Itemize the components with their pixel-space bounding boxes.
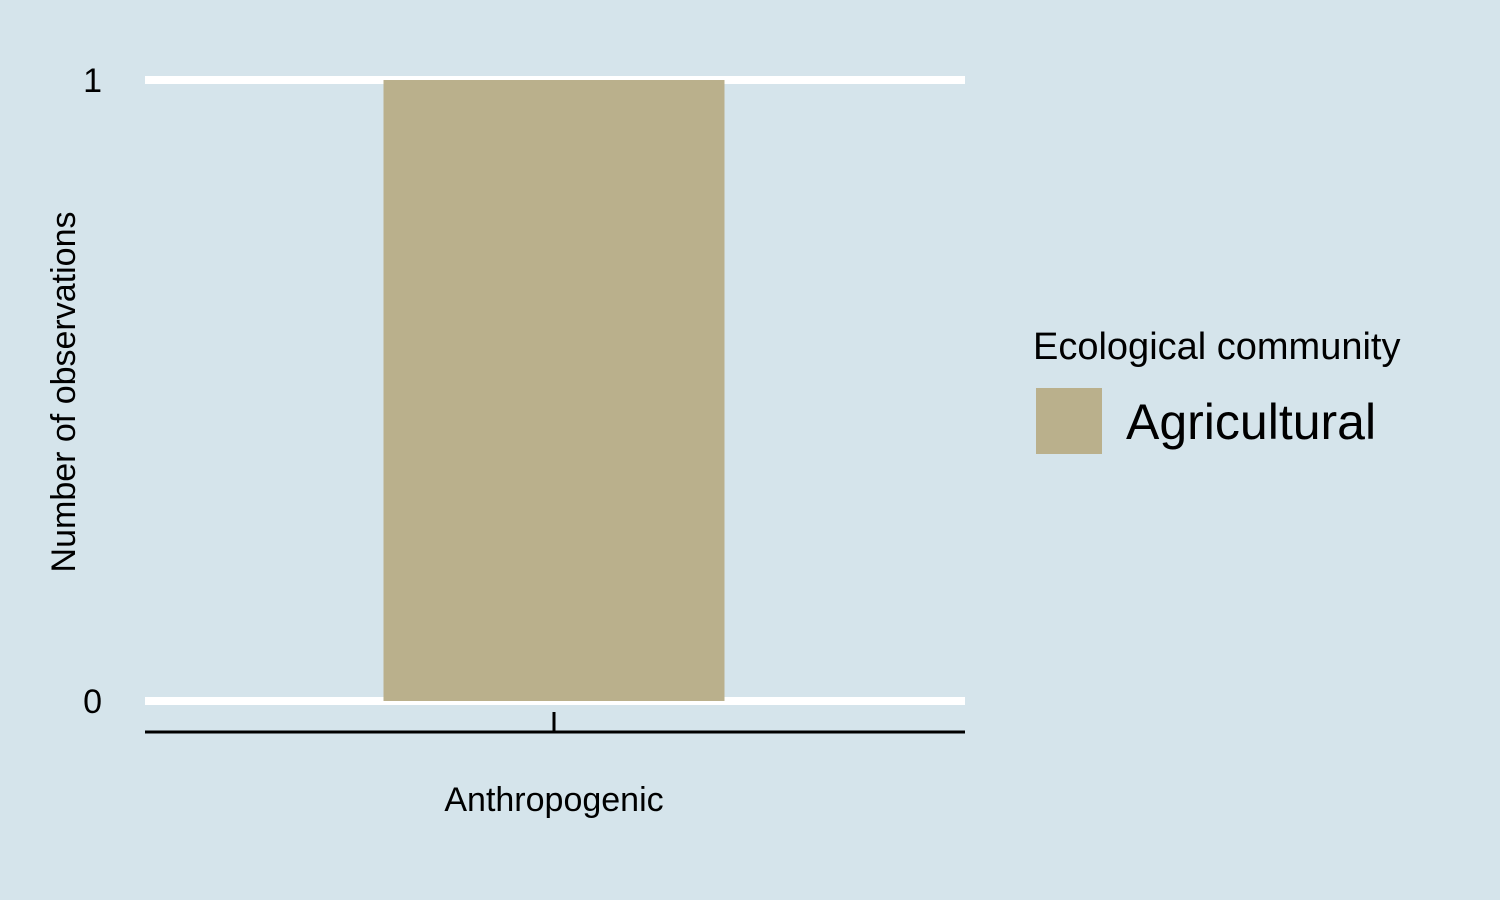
legend-label: Agricultural: [1126, 394, 1376, 450]
y-tick-label: 1: [83, 62, 102, 100]
bar: [383, 80, 725, 701]
legend-title: Ecological community: [1033, 326, 1400, 368]
legend-swatch: [1036, 388, 1102, 454]
y-tick-label: 0: [83, 683, 102, 721]
y-tick-labels: 01: [83, 62, 102, 721]
x-axis: Anthropogenic: [145, 712, 965, 819]
x-tick-label: Anthropogenic: [444, 781, 663, 819]
legend: Ecological community Agricultural: [1033, 326, 1400, 454]
y-axis-title: Number of observations: [45, 212, 83, 573]
bars: [383, 80, 725, 701]
